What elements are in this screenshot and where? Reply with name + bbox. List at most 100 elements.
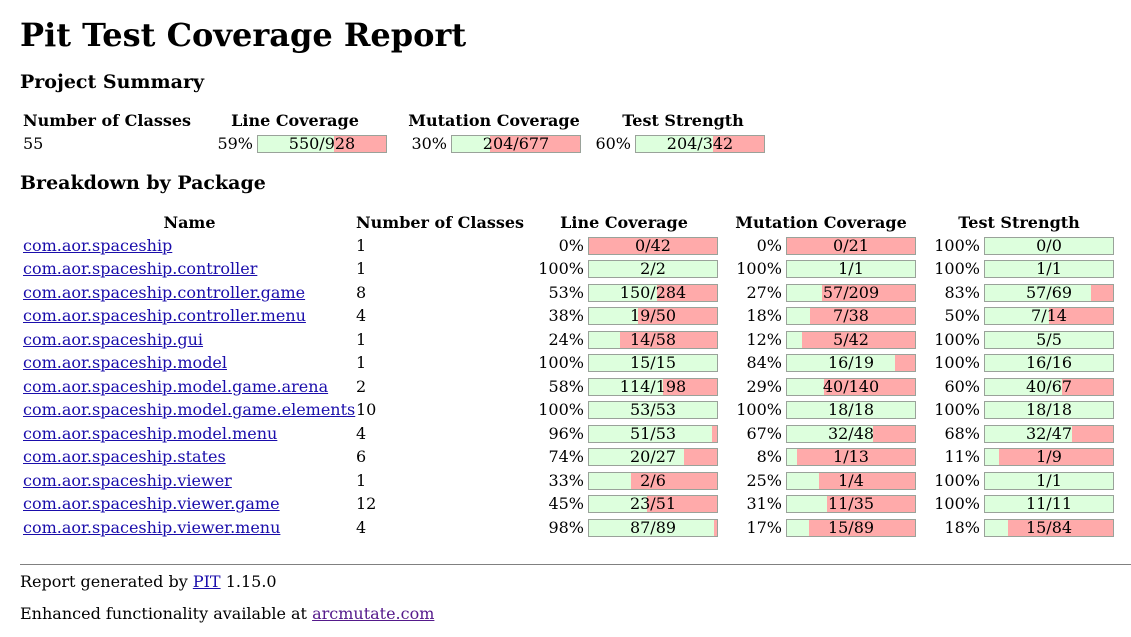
package-line-bar: 14/58	[588, 329, 718, 349]
package-classes: 4	[356, 306, 367, 326]
package-line-bar: 23/51	[588, 494, 718, 514]
pit-link[interactable]: PIT	[192, 572, 221, 591]
package-line-pct: 74%	[548, 447, 584, 467]
package-link[interactable]: com.aor.spaceship.model	[23, 353, 228, 373]
package-mutation-bar-fill	[787, 472, 819, 489]
package-line-pct: 33%	[548, 470, 584, 490]
package-mutation-pct: 100%	[736, 259, 782, 279]
package-mutation-text: 40/140	[822, 376, 880, 396]
enhanced-functionality-line: Enhanced functionality available at arcm…	[20, 604, 434, 624]
package-mutation-bar-fill	[787, 308, 811, 325]
summary-strength-bar: 204/342	[635, 134, 765, 153]
generated-prefix: Report generated by	[20, 572, 188, 591]
package-line-bar-fill	[589, 378, 664, 395]
package-classes: 1	[356, 259, 367, 279]
package-row: com.aor.spaceship.controller 1 100% 2/2 100%…	[23, 258, 1118, 282]
package-link[interactable]: com.aor.spaceship	[23, 235, 173, 255]
package-line-text: 53/53	[629, 400, 677, 420]
package-strength-bar-fill	[985, 378, 1062, 395]
package-line-bar: 2/6	[588, 470, 718, 490]
package-strength-bar-fill	[985, 331, 1113, 348]
package-link[interactable]: com.aor.spaceship.model.game.elements	[23, 400, 356, 420]
package-line-bar: 53/53	[588, 400, 718, 420]
package-mutation-text: 0/21	[833, 235, 869, 255]
package-name-cell: com.aor.spaceship	[23, 234, 356, 258]
summary-header-strength: Test Strength	[622, 111, 744, 130]
package-strength-text: 1/1	[1036, 470, 1062, 490]
package-strength-pct: 50%	[944, 306, 980, 326]
package-line-text: 14/58	[629, 329, 677, 349]
footer-divider	[20, 564, 1131, 565]
package-mutation-text: 1/1	[838, 259, 864, 279]
package-name-cell: com.aor.spaceship.viewer.game	[23, 493, 356, 517]
package-strength-pct: 100%	[934, 400, 980, 420]
package-strength-bar: 7/14	[984, 306, 1114, 326]
package-link[interactable]: com.aor.spaceship.controller.menu	[23, 306, 306, 326]
package-strength-text: 16/16	[1025, 353, 1073, 373]
package-strength-bar-fill	[985, 496, 1113, 513]
package-line-pct: 24%	[548, 329, 584, 349]
package-mutation-bar: 1/13	[786, 447, 916, 467]
package-mutation-bar-fill	[787, 402, 915, 419]
package-mutation-text: 7/38	[833, 306, 869, 326]
package-strength-pct: 18%	[944, 517, 980, 537]
package-link[interactable]: com.aor.spaceship.viewer.menu	[23, 517, 281, 537]
pit-version: 1.15.0	[225, 572, 277, 591]
package-row: com.aor.spaceship.model.game.elements 10 1…	[23, 399, 1118, 423]
package-link[interactable]: com.aor.spaceship.controller	[23, 259, 258, 279]
package-line-text: 2/6	[640, 470, 666, 490]
package-line-bar-fill	[589, 449, 684, 466]
package-name-cell: com.aor.spaceship.viewer.menu	[23, 516, 356, 540]
package-mutation-bar: 18/18	[786, 400, 916, 420]
breakdown-header-mutation: Mutation Coverage	[735, 213, 907, 232]
package-rows: com.aor.spaceship 1 0% 0/42 0% 0/21 100% 0/0 com…	[23, 234, 1118, 540]
package-classes: 10	[356, 400, 377, 420]
package-link[interactable]: com.aor.spaceship.viewer.game	[23, 494, 280, 514]
page-title: Pit Test Coverage Report	[20, 16, 467, 54]
package-strength-bar: 0/0	[984, 236, 1114, 255]
package-line-text: 15/15	[629, 353, 677, 373]
package-classes: 12	[356, 494, 377, 514]
package-mutation-bar-fill	[787, 284, 822, 301]
package-classes: 1	[356, 470, 367, 490]
package-line-bar: 87/89	[588, 517, 718, 537]
package-line-bar: 15/15	[588, 353, 718, 373]
package-link[interactable]: com.aor.spaceship.viewer	[23, 470, 232, 490]
package-line-text: 51/53	[629, 423, 677, 443]
summary-header-line: Line Coverage	[231, 111, 359, 130]
package-mutation-text: 18/18	[827, 400, 875, 420]
package-name-cell: com.aor.spaceship.viewer	[23, 469, 356, 493]
package-row: com.aor.spaceship.viewer.game 12 45% 23/51 3…	[23, 493, 1118, 517]
package-line-bar: 150/284	[588, 283, 718, 302]
package-mutation-pct: 29%	[746, 376, 782, 396]
summary-line-bar-fill	[258, 135, 334, 152]
package-line-pct: 38%	[548, 306, 584, 326]
summary-line-bar: 550/928	[257, 134, 387, 153]
package-strength-bar: 32/47	[984, 424, 1114, 443]
package-line-pct: 53%	[548, 282, 584, 302]
project-summary-heading: Project Summary	[20, 71, 204, 93]
project-summary-table: Number of Classes Line Coverage Mutation…	[23, 110, 775, 156]
package-line-bar: 19/50	[588, 306, 718, 326]
package-line-bar-fill	[589, 519, 715, 536]
package-mutation-text: 16/19	[827, 353, 875, 373]
summary-mutation-text: 204/677	[482, 133, 550, 153]
package-mutation-pct: 18%	[746, 306, 782, 326]
package-link[interactable]: com.aor.spaceship.controller.game	[23, 282, 306, 302]
package-link[interactable]: com.aor.spaceship.gui	[23, 329, 204, 349]
package-line-pct: 100%	[538, 400, 584, 420]
package-mutation-bar: 5/42	[786, 330, 916, 349]
summary-classes: 55	[23, 133, 44, 153]
arcmutate-link[interactable]: arcmutate.com	[312, 604, 435, 623]
package-strength-bar-fill	[985, 519, 1009, 536]
package-line-bar: 2/2	[588, 259, 718, 279]
breakdown-heading: Breakdown by Package	[20, 172, 266, 194]
package-link[interactable]: com.aor.spaceship.model.game.arena	[23, 376, 329, 396]
package-strength-text: 18/18	[1025, 400, 1073, 420]
package-line-text: 87/89	[629, 517, 677, 537]
package-link[interactable]: com.aor.spaceship.model.menu	[23, 423, 278, 443]
package-mutation-pct: 8%	[756, 447, 782, 467]
package-link[interactable]: com.aor.spaceship.states	[23, 447, 226, 467]
package-mutation-bar-fill	[787, 519, 809, 536]
package-mutation-text: 11/35	[827, 494, 875, 514]
